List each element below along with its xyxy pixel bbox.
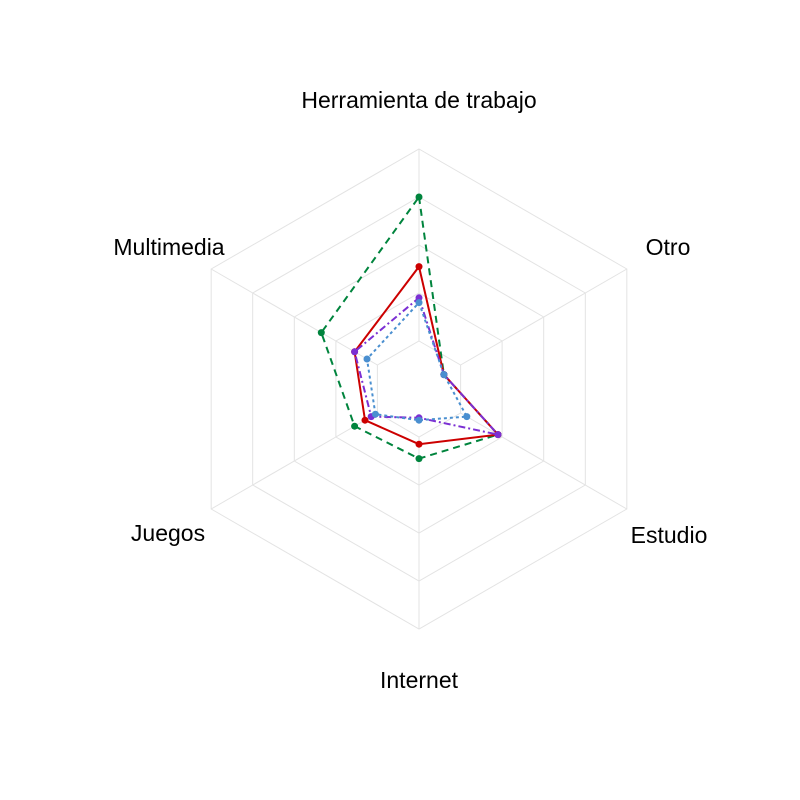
series-green-point-4 [351,422,359,430]
axis-label-estudio: Estudio [631,522,708,548]
series-purple-point-2 [494,431,502,439]
radar-grid [210,148,628,630]
series-blue-point-4 [371,410,379,418]
grid-spoke-5 [210,268,378,366]
series-purple-point-5 [351,348,359,356]
axis-label-herramienta: Herramienta de trabajo [301,87,536,113]
grid-spoke-1 [460,268,628,366]
series-green-point-0 [415,193,423,201]
series-green [317,193,502,463]
series-blue-point-2 [463,413,471,421]
series-green-point-3 [415,455,423,463]
series-blue-point-0 [415,299,423,307]
grid-spoke-2 [460,412,628,510]
series-blue-point-3 [415,416,423,424]
radar-series [317,193,502,463]
series-blue-line [365,300,469,422]
series-red-point-3 [415,440,423,448]
series-blue-point-5 [363,355,371,363]
series-red-point-4 [361,416,369,424]
axis-label-otro: Otro [646,234,691,260]
axis-label-juegos: Juegos [131,520,205,546]
axis-label-internet: Internet [380,667,459,693]
series-blue-point-1 [440,371,448,379]
series-purple-point-0 [415,294,423,302]
axis-labels: Herramienta de trabajo Otro Estudio Inte… [113,87,707,693]
series-blue [363,299,471,424]
grid-spoke-4 [210,412,378,510]
series-red-point-0 [415,263,423,271]
series-green-point-5 [317,329,325,337]
axis-label-multimedia: Multimedia [113,234,224,260]
